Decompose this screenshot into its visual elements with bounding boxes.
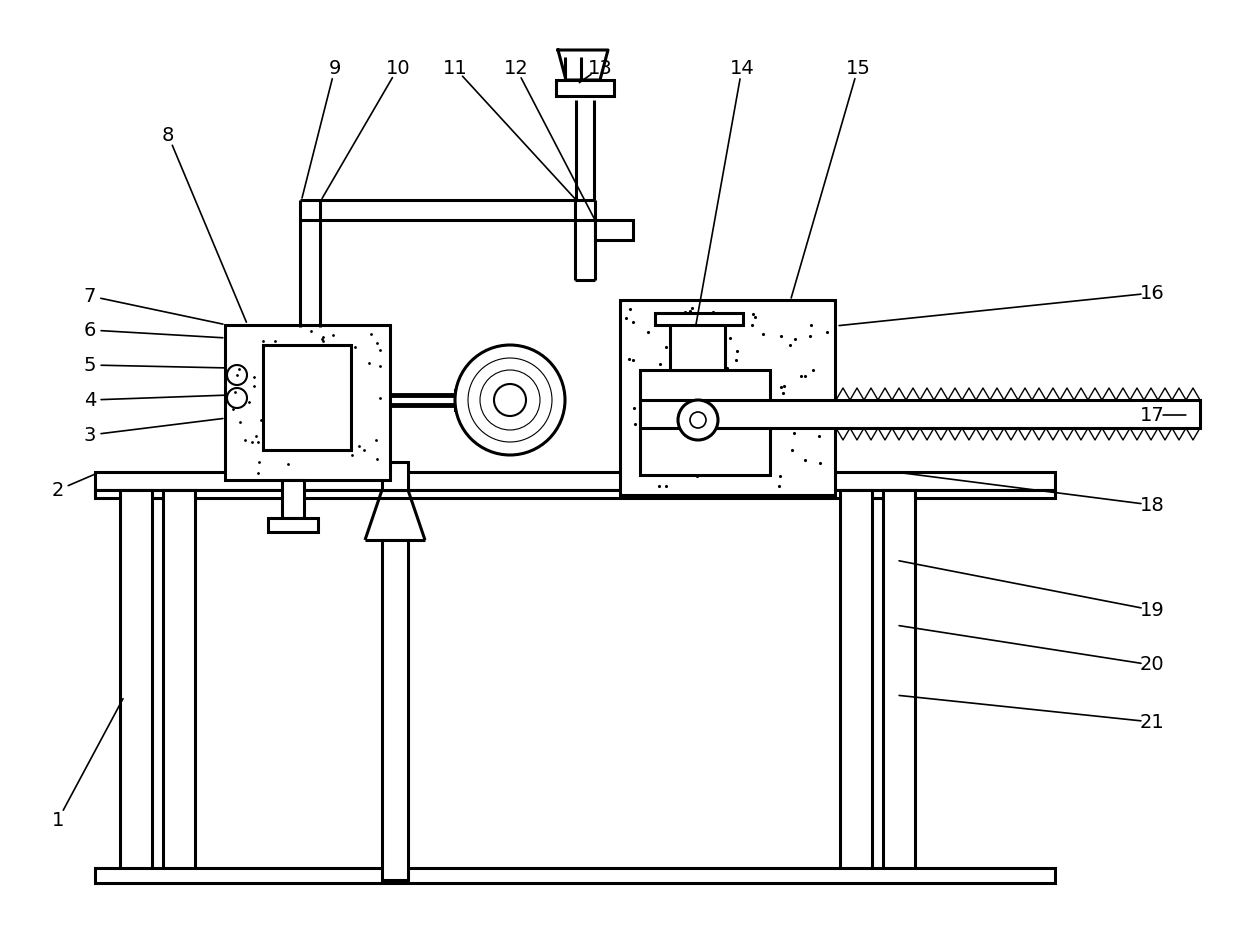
Circle shape — [227, 365, 247, 385]
Text: 15: 15 — [846, 59, 870, 78]
Bar — [620, 300, 835, 495]
Bar — [120, 490, 153, 875]
Text: 4: 4 — [84, 390, 97, 410]
Bar — [640, 400, 1200, 428]
Text: 7: 7 — [84, 287, 97, 306]
Bar — [281, 480, 304, 518]
Text: 12: 12 — [503, 59, 528, 78]
Text: 19: 19 — [1140, 601, 1164, 620]
Bar — [263, 345, 351, 450]
Bar — [455, 390, 472, 410]
Bar — [224, 325, 391, 480]
Text: 11: 11 — [443, 59, 467, 78]
Text: 6: 6 — [84, 321, 97, 340]
Bar — [162, 490, 195, 875]
Circle shape — [689, 412, 706, 428]
Bar — [268, 518, 317, 532]
Bar — [839, 490, 872, 875]
Bar — [382, 462, 408, 490]
Text: 21: 21 — [1140, 713, 1164, 732]
Bar — [655, 313, 743, 325]
Bar — [670, 320, 725, 370]
Text: 3: 3 — [84, 425, 97, 444]
Text: 13: 13 — [588, 59, 613, 78]
Text: 10: 10 — [386, 59, 410, 78]
Bar — [556, 80, 614, 96]
Text: 5: 5 — [84, 356, 97, 375]
Bar — [595, 220, 632, 240]
Text: 2: 2 — [52, 480, 64, 499]
Text: 20: 20 — [1140, 656, 1164, 675]
Text: 1: 1 — [52, 810, 64, 829]
Text: 14: 14 — [729, 59, 754, 78]
Bar — [382, 540, 408, 880]
Bar — [95, 472, 1055, 490]
Text: 16: 16 — [1140, 284, 1164, 303]
Circle shape — [494, 384, 526, 416]
Circle shape — [227, 388, 247, 408]
Bar — [640, 370, 770, 475]
Bar — [883, 490, 915, 875]
Circle shape — [455, 345, 565, 455]
Text: 8: 8 — [161, 125, 174, 144]
Text: 18: 18 — [1140, 495, 1164, 514]
Text: 9: 9 — [329, 59, 341, 78]
Bar — [95, 490, 1055, 498]
Bar — [95, 868, 1055, 883]
Text: 17: 17 — [1140, 405, 1164, 424]
Circle shape — [678, 400, 718, 440]
